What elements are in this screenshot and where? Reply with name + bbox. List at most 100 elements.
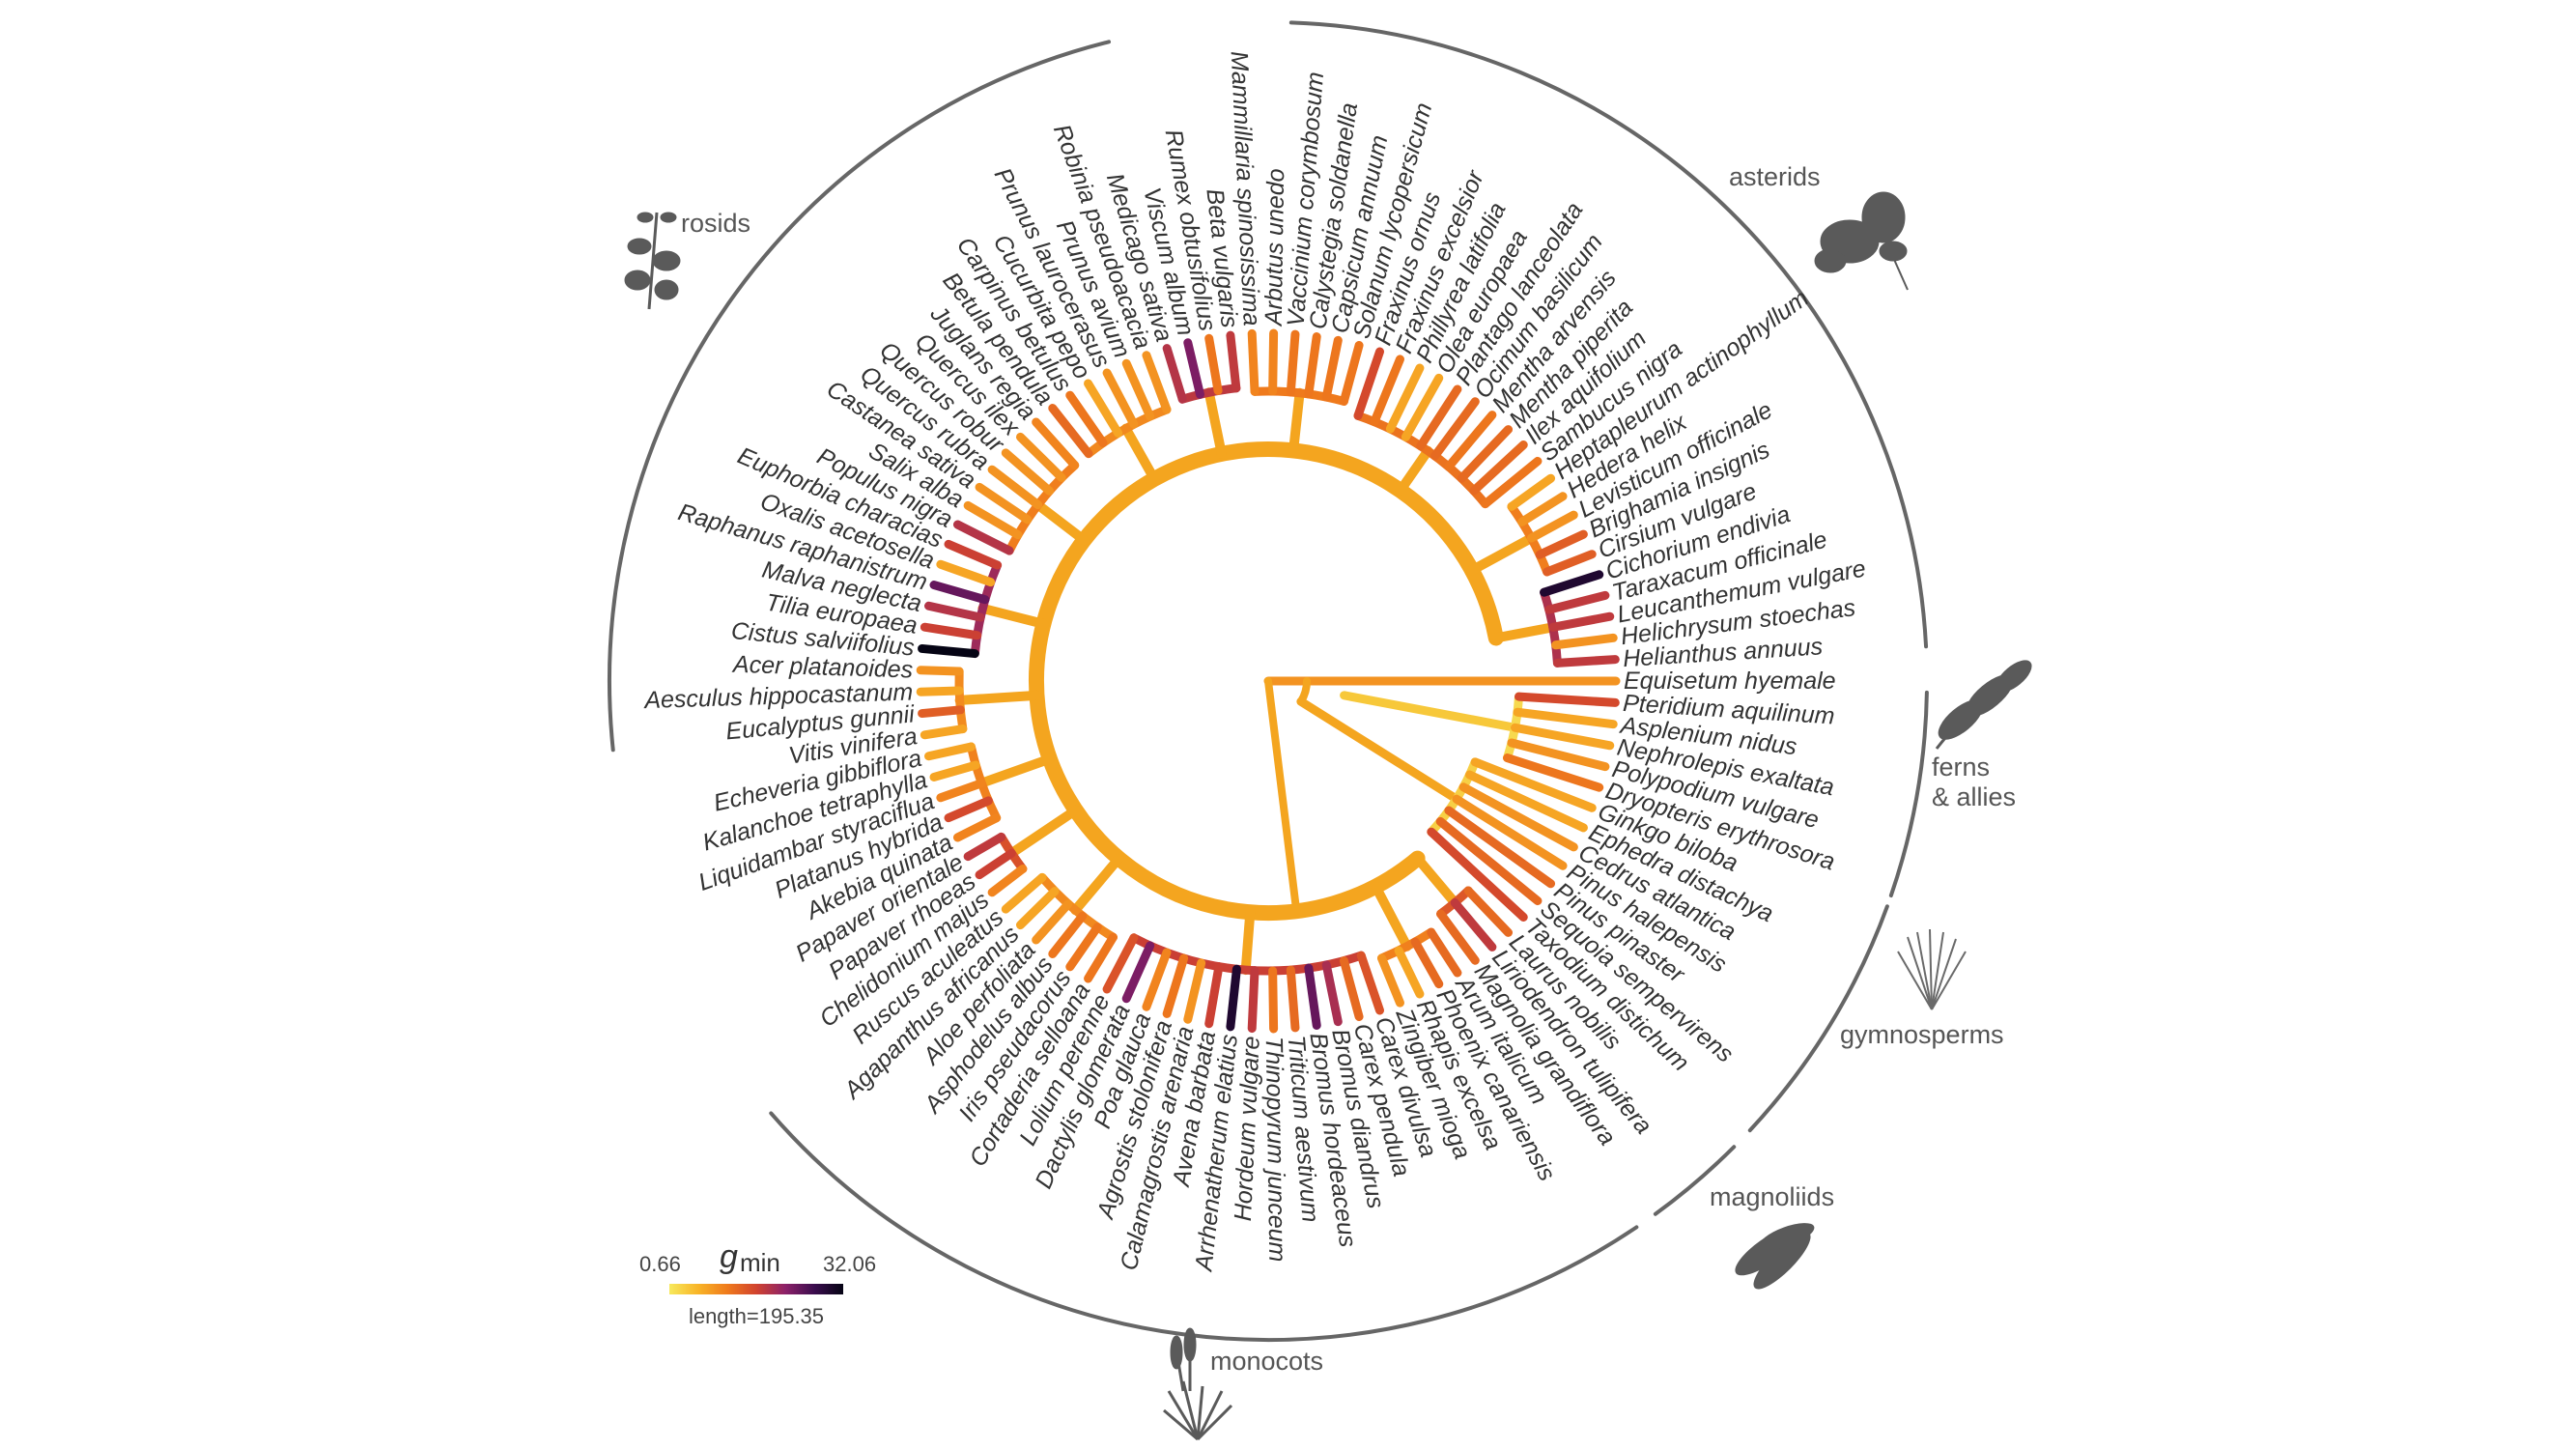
tip-label: Arbutus unedo bbox=[1260, 168, 1290, 327]
tip-branch bbox=[1410, 937, 1444, 989]
internal-branch bbox=[1006, 805, 1081, 859]
tip-branch bbox=[1121, 358, 1155, 421]
internal-branch bbox=[970, 560, 1003, 659]
tip-branch bbox=[1465, 770, 1588, 833]
internal-branch bbox=[1340, 691, 1519, 732]
tip-branch bbox=[1084, 932, 1118, 983]
internal-branch bbox=[1203, 387, 1227, 459]
tip-branch bbox=[1247, 328, 1260, 396]
internal-branch bbox=[1070, 853, 1124, 916]
tip-branch bbox=[1204, 333, 1223, 395]
tip-branch bbox=[963, 500, 1023, 540]
tip-branch bbox=[963, 832, 1006, 862]
tip-branch bbox=[1535, 529, 1588, 559]
tip-branch bbox=[1339, 956, 1364, 1021]
tip-branch bbox=[1416, 384, 1462, 451]
clade-arc-gymnosperms bbox=[1747, 904, 1889, 1133]
tip-branch bbox=[1226, 330, 1241, 393]
tip-branch bbox=[975, 848, 1016, 880]
internal-branch bbox=[1466, 533, 1537, 576]
grass-tuft-icon bbox=[1163, 1327, 1233, 1441]
tip-branch bbox=[1463, 886, 1514, 937]
legend-variable-symbol: g bbox=[720, 1238, 738, 1275]
tip-branch bbox=[1226, 964, 1241, 1032]
tip-branch bbox=[1286, 965, 1300, 1033]
tip-label: Equisetum hyemale bbox=[1624, 668, 1836, 695]
tip-branch bbox=[1544, 590, 1610, 614]
tip-branch bbox=[1452, 794, 1568, 870]
legend-max-value: 32.06 bbox=[823, 1252, 876, 1276]
tip-branch bbox=[916, 666, 964, 676]
clade-ferns-allies: ferns & allies bbox=[1932, 660, 2032, 811]
tip-branch bbox=[944, 796, 993, 823]
clade-arc-asterids bbox=[1288, 20, 1929, 649]
tip-branch bbox=[1540, 570, 1604, 597]
tip-branch bbox=[1247, 966, 1260, 1034]
clade-arc-monocots bbox=[769, 1111, 1639, 1342]
legend-length-label: length=195.35 bbox=[689, 1304, 824, 1328]
tip-branch bbox=[1513, 707, 1618, 729]
compound-leaf-icon bbox=[1814, 191, 1909, 291]
tip-branch bbox=[1457, 425, 1514, 483]
tip-branch bbox=[1401, 373, 1444, 441]
tip-branch bbox=[923, 601, 985, 622]
tip-branch bbox=[1427, 927, 1462, 978]
tip-branch bbox=[1015, 432, 1066, 483]
tip-branch bbox=[1517, 492, 1568, 526]
tip-branch bbox=[1048, 404, 1093, 459]
tip-branch bbox=[1084, 379, 1123, 438]
tip-branch bbox=[920, 622, 982, 640]
tip-branch bbox=[1510, 723, 1615, 751]
tip-branch bbox=[1450, 897, 1497, 952]
clade-arcs bbox=[608, 20, 1929, 1342]
tip-branch bbox=[1526, 510, 1578, 543]
clade-arc-rosids bbox=[608, 40, 1112, 753]
tip-branch bbox=[1142, 948, 1172, 1011]
tip-branch bbox=[1470, 757, 1597, 812]
tip-branch bbox=[1551, 633, 1618, 650]
tip-branch bbox=[1065, 390, 1108, 448]
tip-branch bbox=[1032, 899, 1073, 945]
tip-branch bbox=[929, 760, 980, 781]
tip-branch bbox=[1065, 923, 1102, 972]
legend-colorbar bbox=[669, 1284, 843, 1294]
tip-branch bbox=[1268, 328, 1279, 396]
internal-branch bbox=[954, 667, 968, 734]
tip-branch bbox=[1514, 692, 1620, 707]
internal-branch bbox=[1490, 622, 1558, 643]
tip-branch bbox=[1353, 347, 1384, 420]
tip-branch bbox=[1435, 816, 1543, 906]
clade-rosids: rosids bbox=[624, 209, 750, 310]
internal-branch bbox=[1084, 405, 1172, 459]
tip-branch bbox=[952, 813, 1002, 842]
tip-branch bbox=[952, 520, 1014, 555]
tip-label: Thinopyrum junceum bbox=[1260, 1037, 1291, 1263]
tip-branch bbox=[1268, 966, 1279, 1034]
internal-branch bbox=[977, 603, 1049, 629]
internal-branch bbox=[1037, 872, 1118, 942]
tip-branch bbox=[1430, 397, 1480, 461]
tip-branch bbox=[1121, 941, 1155, 1004]
tip-branch bbox=[1001, 448, 1055, 496]
tip-branch bbox=[1001, 872, 1047, 914]
tip-branch bbox=[1032, 417, 1080, 470]
tip-branch bbox=[923, 742, 976, 761]
tip-branch bbox=[918, 705, 965, 719]
tip-branch bbox=[1339, 341, 1364, 406]
clade-label: monocots bbox=[1210, 1347, 1323, 1376]
tip-branch bbox=[1286, 329, 1300, 397]
tip-branch bbox=[1458, 782, 1578, 852]
tip-branch bbox=[1142, 351, 1172, 414]
internal-branch bbox=[1395, 445, 1433, 496]
tip-branch bbox=[916, 686, 964, 696]
tip-branch bbox=[1469, 440, 1528, 496]
internal-branch bbox=[1371, 881, 1412, 952]
tip-branch bbox=[1507, 738, 1610, 772]
tip-branch bbox=[920, 724, 968, 740]
clade-arc-ferns bbox=[1888, 690, 1929, 898]
clade-label: rosids bbox=[681, 209, 750, 238]
clade-label: gymnosperms bbox=[1840, 1020, 2004, 1049]
tip-branch bbox=[1048, 911, 1088, 958]
